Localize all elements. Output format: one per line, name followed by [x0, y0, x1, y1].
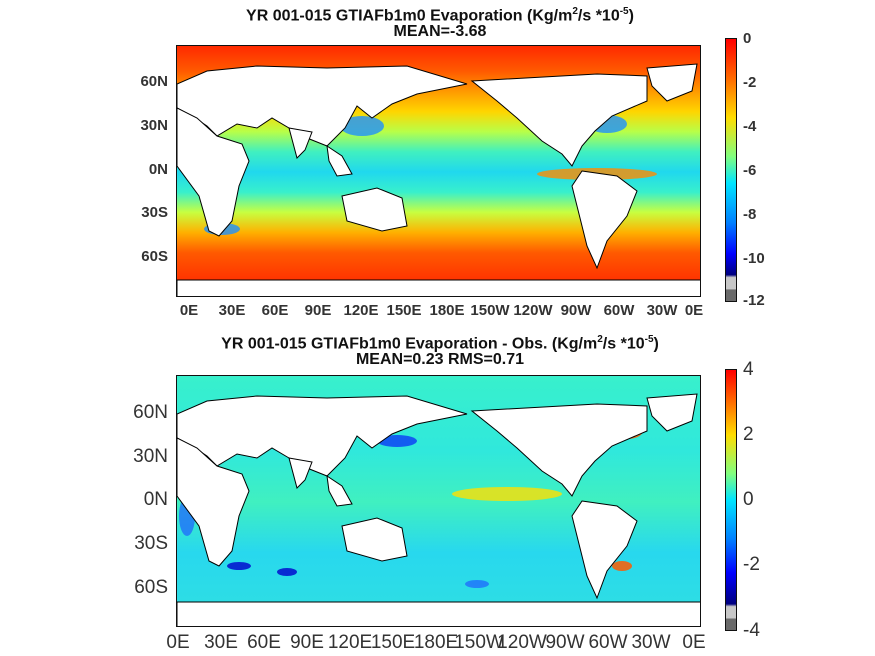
lat-tick: 60N	[140, 73, 168, 90]
lat-tick: 30S	[141, 204, 168, 221]
kuroshio	[340, 116, 384, 136]
panel1-colorbar	[725, 38, 737, 302]
colorbar-tick: 4	[743, 359, 754, 380]
colorbar-tick: -10	[743, 250, 765, 267]
colorbar-tick: -4	[743, 620, 760, 641]
panel2-map	[176, 375, 701, 627]
land-india	[288, 127, 313, 159]
lon-tick: 0E	[166, 632, 190, 653]
colorbar-gradient	[726, 370, 736, 630]
colorbar-tick: -4	[743, 118, 757, 135]
bias-positive	[452, 487, 562, 501]
lon-tick: 120W	[513, 302, 553, 319]
landmasses	[177, 393, 700, 626]
lat-tick: 30N	[140, 117, 168, 134]
panel1-subtitle: MEAN=-3.68	[393, 23, 487, 40]
lon-tick: 180E	[413, 632, 459, 653]
colorbar-gradient	[726, 39, 736, 301]
land-south-america	[571, 170, 638, 270]
lon-tick: 90W	[560, 302, 592, 319]
land-antarctica	[177, 601, 700, 626]
colorbar-tick: -2	[743, 74, 757, 91]
panel1-map	[176, 45, 701, 297]
lon-tick: 120W	[497, 632, 547, 653]
land-greenland	[646, 393, 698, 432]
land-north-america	[470, 403, 648, 497]
panel2-colorbar	[725, 369, 737, 631]
colorbar-tick: -2	[743, 554, 760, 575]
colorbar-tick: -8	[743, 206, 757, 223]
bias-negative	[277, 568, 297, 576]
land-africa	[177, 437, 250, 567]
lon-tick: 30E	[218, 302, 246, 319]
colorbar-tick: 0	[743, 30, 752, 47]
panel2-subtitle: MEAN=0.23 RMS=0.71	[355, 351, 525, 368]
land-antarctica	[177, 279, 700, 296]
colorbar-tick: -6	[743, 162, 757, 179]
land-greenland	[646, 63, 698, 102]
lon-tick: 150W	[454, 632, 504, 653]
panel1-title: YR 001-015 GTIAFb1m0 Evaporation (Kg/m2/…	[246, 6, 634, 25]
lon-tick: 150E	[370, 632, 416, 653]
lon-tick: 60E	[261, 302, 289, 319]
land-india	[288, 457, 313, 489]
lon-tick: 0E	[684, 302, 704, 319]
lon-tick: 150W	[470, 302, 510, 319]
land-australia	[341, 517, 408, 562]
lat-tick: 60S	[141, 248, 168, 265]
lon-tick: 0E	[179, 302, 199, 319]
lon-tick: 90E	[304, 302, 332, 319]
lon-tick: 150E	[386, 302, 422, 319]
lon-tick: 120E	[343, 302, 379, 319]
land-seasia	[326, 144, 353, 177]
land-north-america	[470, 73, 648, 167]
lon-tick: 30W	[646, 302, 678, 319]
lon-tick: 60W	[588, 632, 628, 653]
lon-tick: 60E	[247, 632, 281, 653]
lon-tick: 0E	[682, 632, 706, 653]
land-south-america	[571, 500, 638, 600]
lat-tick: 30S	[134, 533, 168, 554]
panel2-title: YR 001-015 GTIAFb1m0 Evaporation - Obs. …	[221, 334, 659, 353]
colorbar-tick: 0	[743, 489, 754, 510]
lon-tick: 90E	[290, 632, 324, 653]
lat-tick: 60S	[134, 577, 168, 598]
lat-tick: 0N	[148, 161, 168, 178]
colorbar-tick: -12	[743, 292, 765, 309]
lat-tick: 60N	[133, 402, 168, 423]
lon-tick: 90W	[545, 632, 585, 653]
lon-tick: 180E	[429, 302, 465, 319]
landmasses	[177, 63, 700, 296]
lon-tick: 60W	[603, 302, 635, 319]
colorbar-tick: 2	[743, 424, 754, 445]
bias-positive	[612, 561, 632, 571]
land-australia	[341, 187, 408, 232]
lon-tick: 30E	[204, 632, 238, 653]
lon-tick: 120E	[327, 632, 373, 653]
lat-tick: 0N	[143, 489, 168, 510]
bias-negative	[227, 562, 251, 570]
land-africa	[177, 107, 250, 237]
land-seasia	[326, 474, 353, 507]
bias-negative	[465, 580, 489, 588]
lon-tick: 30W	[631, 632, 671, 653]
lat-tick: 30N	[133, 446, 168, 467]
